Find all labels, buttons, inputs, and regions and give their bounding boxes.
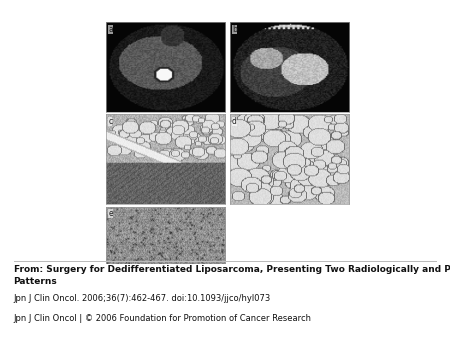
Text: Jpn J Clin Oncol. 2006;36(7):462-467. doi:10.1093/jjco/hyl073: Jpn J Clin Oncol. 2006;36(7):462-467. do… [14, 294, 271, 303]
Text: Jpn J Clin Oncol | © 2006 Foundation for Promotion of Cancer Research: Jpn J Clin Oncol | © 2006 Foundation for… [14, 314, 311, 323]
Text: e: e [108, 209, 113, 218]
Text: d: d [232, 117, 237, 126]
Text: From: Surgery for Dedifferentiated Liposarcoma, Presenting Two Radiologically an: From: Surgery for Dedifferentiated Lipos… [14, 265, 450, 286]
Text: a: a [108, 25, 113, 34]
Text: c: c [108, 117, 112, 126]
Text: b: b [232, 25, 237, 34]
